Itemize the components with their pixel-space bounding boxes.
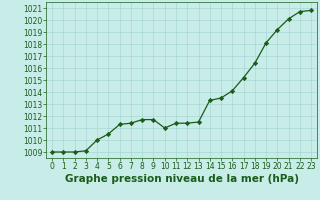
X-axis label: Graphe pression niveau de la mer (hPa): Graphe pression niveau de la mer (hPa) <box>65 174 299 184</box>
